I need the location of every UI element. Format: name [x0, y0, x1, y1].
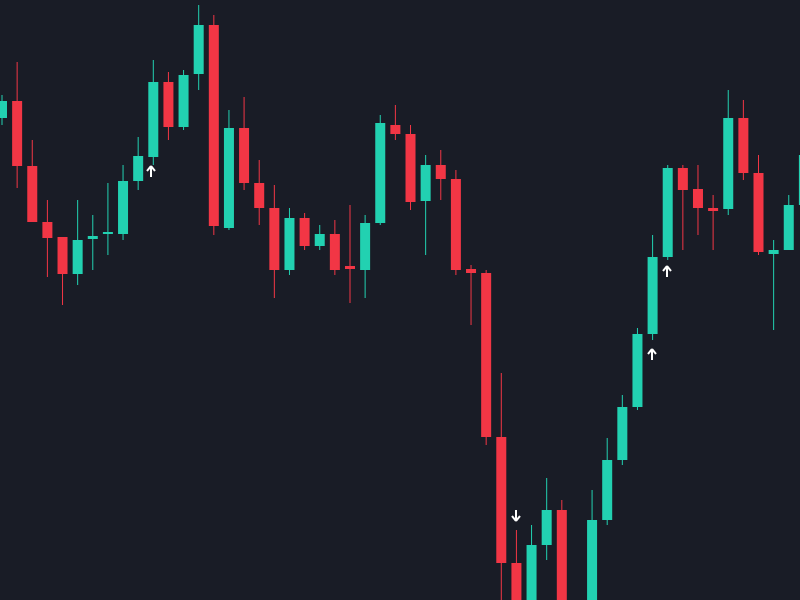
signal-up	[662, 265, 672, 277]
candle-body	[269, 208, 280, 270]
candle-body	[72, 240, 83, 274]
candle-body	[148, 82, 159, 157]
candle-body	[360, 223, 371, 270]
candle-body	[254, 183, 265, 208]
candle-body	[738, 118, 749, 173]
candle-body	[87, 236, 98, 239]
candle-body	[42, 222, 53, 238]
candle-body	[12, 101, 23, 166]
candle-body	[420, 165, 431, 201]
candle-body	[284, 218, 295, 270]
signals	[146, 165, 672, 522]
signal-down	[511, 510, 521, 522]
candle-body	[466, 269, 477, 273]
candle-body	[481, 273, 492, 437]
candle-body	[375, 123, 386, 223]
candle-body	[314, 234, 325, 246]
candle-body	[692, 189, 703, 208]
signal-up	[146, 165, 156, 177]
candle-body	[723, 118, 734, 209]
candles	[0, 5, 800, 600]
candle-body	[178, 75, 189, 127]
candle-body	[677, 168, 688, 190]
candle-body	[193, 25, 204, 74]
candle-body	[647, 257, 658, 334]
candle-body	[102, 232, 113, 234]
candle-body	[163, 82, 174, 127]
candle-body	[798, 155, 800, 205]
candle-body	[27, 166, 38, 222]
candle-body	[329, 234, 340, 270]
candle-body	[133, 156, 144, 181]
candle-body	[118, 181, 129, 234]
candle-body	[299, 218, 310, 246]
candle-body	[753, 173, 764, 252]
candle-body	[587, 520, 598, 600]
candle-body	[496, 437, 507, 563]
candle-body	[708, 208, 719, 211]
candle-body	[783, 205, 794, 250]
candle-body	[390, 125, 401, 134]
candle-body	[223, 128, 234, 228]
candle-body	[405, 134, 416, 202]
candle-body	[556, 510, 567, 600]
candle-body	[632, 334, 643, 407]
candle-body	[541, 510, 552, 545]
candle-body	[344, 266, 355, 269]
candle-body	[239, 128, 250, 183]
candle-body	[662, 168, 673, 257]
candle-body	[617, 407, 628, 460]
candle-body	[208, 25, 219, 226]
candle-body	[450, 179, 461, 270]
candle-body	[435, 165, 446, 179]
candle-body	[768, 250, 779, 254]
candle-body	[511, 563, 522, 600]
candle-body	[602, 460, 613, 520]
candle-body	[0, 101, 7, 118]
signal-up	[647, 348, 657, 360]
candle-body	[57, 237, 68, 274]
candle-body	[526, 545, 537, 600]
